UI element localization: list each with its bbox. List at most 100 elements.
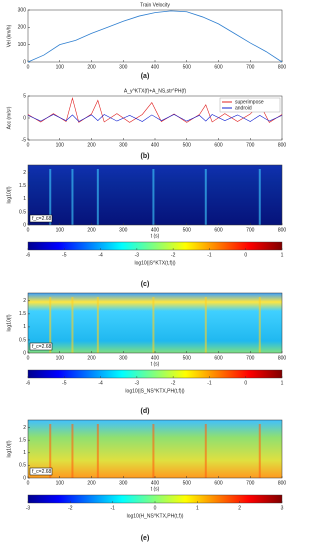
colorbar-tick-label: -1 bbox=[207, 252, 212, 258]
spectrogram-streak bbox=[96, 169, 99, 225]
panel-label: (a) bbox=[141, 73, 150, 80]
x-tick-label: 500 bbox=[183, 64, 192, 70]
x-tick-label: 200 bbox=[87, 142, 96, 148]
colorbar-tick-label: -1 bbox=[207, 380, 212, 386]
x-tick-label: 800 bbox=[278, 64, 287, 70]
x-tick-label: 200 bbox=[87, 480, 96, 486]
annotation: f_c=2.68 bbox=[32, 344, 52, 350]
x-tick-label: 0 bbox=[27, 142, 30, 148]
colorbar-tick-label: -3 bbox=[135, 380, 140, 386]
y-tick-label: 2 bbox=[23, 425, 26, 431]
colorbar-tick-label: -2 bbox=[171, 380, 176, 386]
y-axis-label: Acc (m/s²) bbox=[6, 106, 12, 129]
x-tick-label: 0 bbox=[27, 227, 30, 233]
y-tick-label: 0.5 bbox=[19, 209, 26, 215]
spectrogram-streak bbox=[71, 169, 74, 225]
x-tick-label: 800 bbox=[278, 227, 287, 233]
colorbar-tick-label: -5 bbox=[62, 252, 67, 258]
x-tick-label: 600 bbox=[214, 227, 223, 233]
spectrogram-streak bbox=[152, 424, 155, 478]
y-tick-label: 0 bbox=[23, 350, 26, 356]
spectrogram-streak bbox=[258, 297, 261, 353]
colorbar-tick-label: 1 bbox=[281, 252, 284, 258]
x-tick-label: 500 bbox=[183, 355, 192, 361]
y-tick-label: 1 bbox=[23, 324, 26, 330]
y-tick-label: 0.5 bbox=[19, 337, 26, 343]
spectrogram-streak bbox=[49, 169, 52, 225]
x-tick-label: 400 bbox=[151, 227, 160, 233]
x-tick-label: 800 bbox=[278, 480, 287, 486]
colorbar-tick-label: -2 bbox=[68, 505, 73, 511]
spectrogram-streak bbox=[49, 297, 52, 353]
x-tick-label: 600 bbox=[214, 480, 223, 486]
legend-label: android bbox=[235, 105, 252, 111]
spectrogram-streak bbox=[49, 424, 52, 478]
x-tick-label: 0 bbox=[27, 64, 30, 70]
colorbar-tick-label: -6 bbox=[26, 380, 31, 386]
spectrogram-streak bbox=[96, 297, 99, 353]
x-tick-label: 600 bbox=[214, 355, 223, 361]
y-tick-label: 2 bbox=[23, 298, 26, 304]
colorbar-label: log10(|S_NS^KTX,PH(t,f)|) bbox=[125, 388, 184, 394]
chart-title: A_y^KTX(f)+A_NS,str^PH(f) bbox=[124, 88, 187, 94]
x-tick-label: 700 bbox=[246, 480, 255, 486]
line bbox=[27, 10, 283, 63]
y-axis-label: Vel (km/h) bbox=[6, 24, 12, 47]
x-tick-label: 100 bbox=[56, 142, 65, 148]
colorbar-tick-label: 1 bbox=[281, 380, 284, 386]
colorbar-tick-label: -2 bbox=[171, 252, 176, 258]
spectrogram-streak bbox=[204, 169, 207, 225]
x-tick-label: 700 bbox=[246, 227, 255, 233]
annotation: f_c=2.68 bbox=[32, 469, 52, 475]
line bbox=[27, 97, 283, 123]
x-tick-label: 0 bbox=[27, 355, 30, 361]
panel-label: (d) bbox=[141, 408, 150, 415]
y-tick-label: 1.5 bbox=[19, 183, 26, 189]
x-tick-label: 200 bbox=[87, 64, 96, 70]
panel-label: (b) bbox=[141, 153, 150, 160]
y-axis-label: log10(f) bbox=[6, 314, 12, 331]
x-tick-label: 600 bbox=[214, 64, 223, 70]
x-tick-label: 500 bbox=[183, 227, 192, 233]
spectrogram bbox=[28, 420, 282, 478]
y-tick-label: 200 bbox=[18, 25, 27, 31]
colorbar-label: log10(|S^KTX(t,f)|) bbox=[134, 260, 175, 266]
y-tick-label: 300 bbox=[18, 7, 27, 13]
colorbar bbox=[27, 369, 283, 379]
x-axis-label: t (s) bbox=[151, 486, 160, 492]
legend-box bbox=[219, 97, 281, 113]
y-tick-label: 0.5 bbox=[19, 463, 26, 469]
colorbar-tick-label: 1 bbox=[196, 505, 199, 511]
y-tick-label: 1.5 bbox=[19, 438, 26, 444]
x-axis-label: t (s) bbox=[151, 361, 160, 367]
x-tick-label: 100 bbox=[56, 227, 65, 233]
y-tick-label: 0 bbox=[23, 59, 26, 65]
x-axis-label: t (s) bbox=[151, 233, 160, 239]
x-tick-label: 500 bbox=[183, 142, 192, 148]
spectrogram-streak bbox=[96, 424, 99, 478]
panel-label: (c) bbox=[141, 281, 150, 288]
colorbar-tick-label: 0 bbox=[154, 505, 157, 511]
plot-area bbox=[28, 10, 282, 62]
spectrogram-streak bbox=[152, 169, 155, 225]
spectrogram bbox=[28, 165, 282, 225]
y-axis-label: log10(f) bbox=[6, 186, 12, 203]
annotation-box bbox=[29, 342, 53, 351]
x-tick-label: 0 bbox=[27, 480, 30, 486]
colorbar-tick-label: -1 bbox=[110, 505, 115, 511]
colorbar-tick-label: -3 bbox=[135, 252, 140, 258]
y-tick-label: 0 bbox=[23, 475, 26, 481]
x-tick-label: 700 bbox=[246, 355, 255, 361]
spectrogram-streak bbox=[71, 424, 74, 478]
colorbar-tick-label: 0 bbox=[244, 252, 247, 258]
spectrogram-streak bbox=[152, 297, 155, 353]
x-tick-label: 300 bbox=[119, 142, 128, 148]
x-tick-label: 400 bbox=[151, 142, 160, 148]
spectrogram-streak bbox=[258, 424, 261, 478]
colorbar-tick-label: -4 bbox=[98, 380, 103, 386]
colorbar-tick-label: -5 bbox=[62, 380, 67, 386]
x-tick-label: 300 bbox=[119, 64, 128, 70]
x-tick-label: 500 bbox=[183, 480, 192, 486]
x-tick-label: 800 bbox=[278, 142, 287, 148]
chart-title: Train Velocity bbox=[140, 2, 170, 8]
